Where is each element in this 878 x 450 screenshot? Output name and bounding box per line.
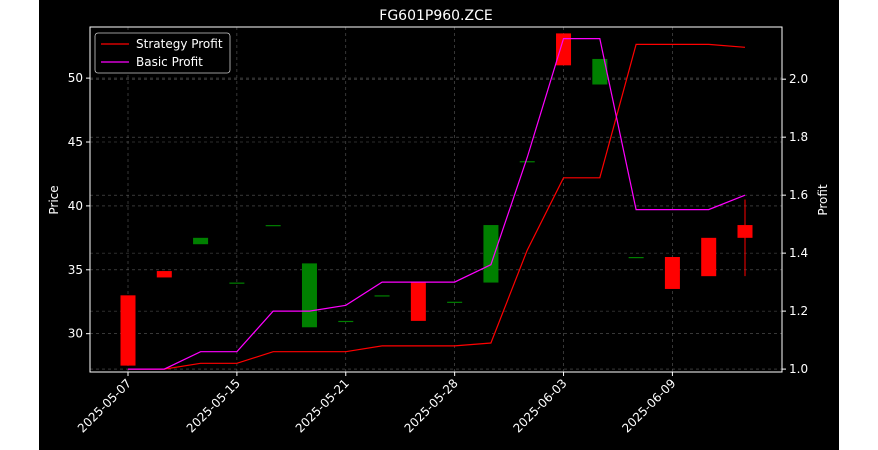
- y-tick-label-left: 40: [68, 199, 83, 213]
- y-tick-label-right: 1.4: [789, 246, 808, 260]
- candles: [120, 33, 753, 366]
- candle-body: [592, 58, 608, 85]
- y-tick-label-left: 35: [68, 263, 83, 277]
- candle-body: [229, 282, 245, 284]
- candle-body: [628, 257, 644, 259]
- candle-body: [265, 225, 281, 227]
- chart-title: FG601P960.ZCE: [379, 8, 492, 24]
- legend-label-strategy: Strategy Profit: [136, 37, 223, 51]
- y-tick-label-left: 30: [68, 327, 83, 341]
- profit-lines: [128, 37, 746, 370]
- y-tick-label-right: 1.2: [789, 304, 808, 318]
- candle-body: [737, 225, 753, 238]
- strategy-profit-line: [128, 43, 746, 370]
- y-tick-label-right: 1.8: [789, 130, 808, 144]
- y-axis-right: 1.0 1.2 1.4 1.6 1.8 2.0: [782, 72, 808, 376]
- y-axis-label-right: Profit: [816, 184, 830, 216]
- candle-body: [519, 161, 535, 163]
- candle-body: [374, 295, 390, 297]
- legend-label-basic: Basic Profit: [136, 55, 203, 69]
- candle-body: [556, 33, 572, 66]
- candle-body: [410, 282, 426, 321]
- plot-frame: [89, 26, 783, 373]
- legend: Strategy Profit Basic Profit: [94, 32, 231, 74]
- candle-body: [483, 225, 499, 283]
- y-tick-label-right: 1.0: [789, 362, 808, 376]
- y-tick-label-left: 50: [68, 71, 83, 85]
- y-tick-label-right: 2.0: [789, 72, 808, 86]
- candle-body: [664, 257, 680, 289]
- candle-body: [447, 301, 463, 303]
- candle-body: [301, 263, 317, 328]
- basic-profit-line: [128, 37, 746, 370]
- candle-body: [701, 237, 717, 277]
- y-tick-label-left: 45: [68, 135, 83, 149]
- legend-box: [94, 32, 231, 74]
- y-axis-left: 30 35 40 45 50: [68, 71, 90, 341]
- candle-body: [120, 295, 136, 366]
- y-tick-label-right: 1.6: [789, 188, 808, 202]
- candle-body: [156, 271, 172, 278]
- figure-background: [39, 0, 839, 450]
- candle-body: [193, 237, 209, 245]
- y-axis-label-left: Price: [47, 185, 61, 214]
- candle-body: [338, 320, 354, 323]
